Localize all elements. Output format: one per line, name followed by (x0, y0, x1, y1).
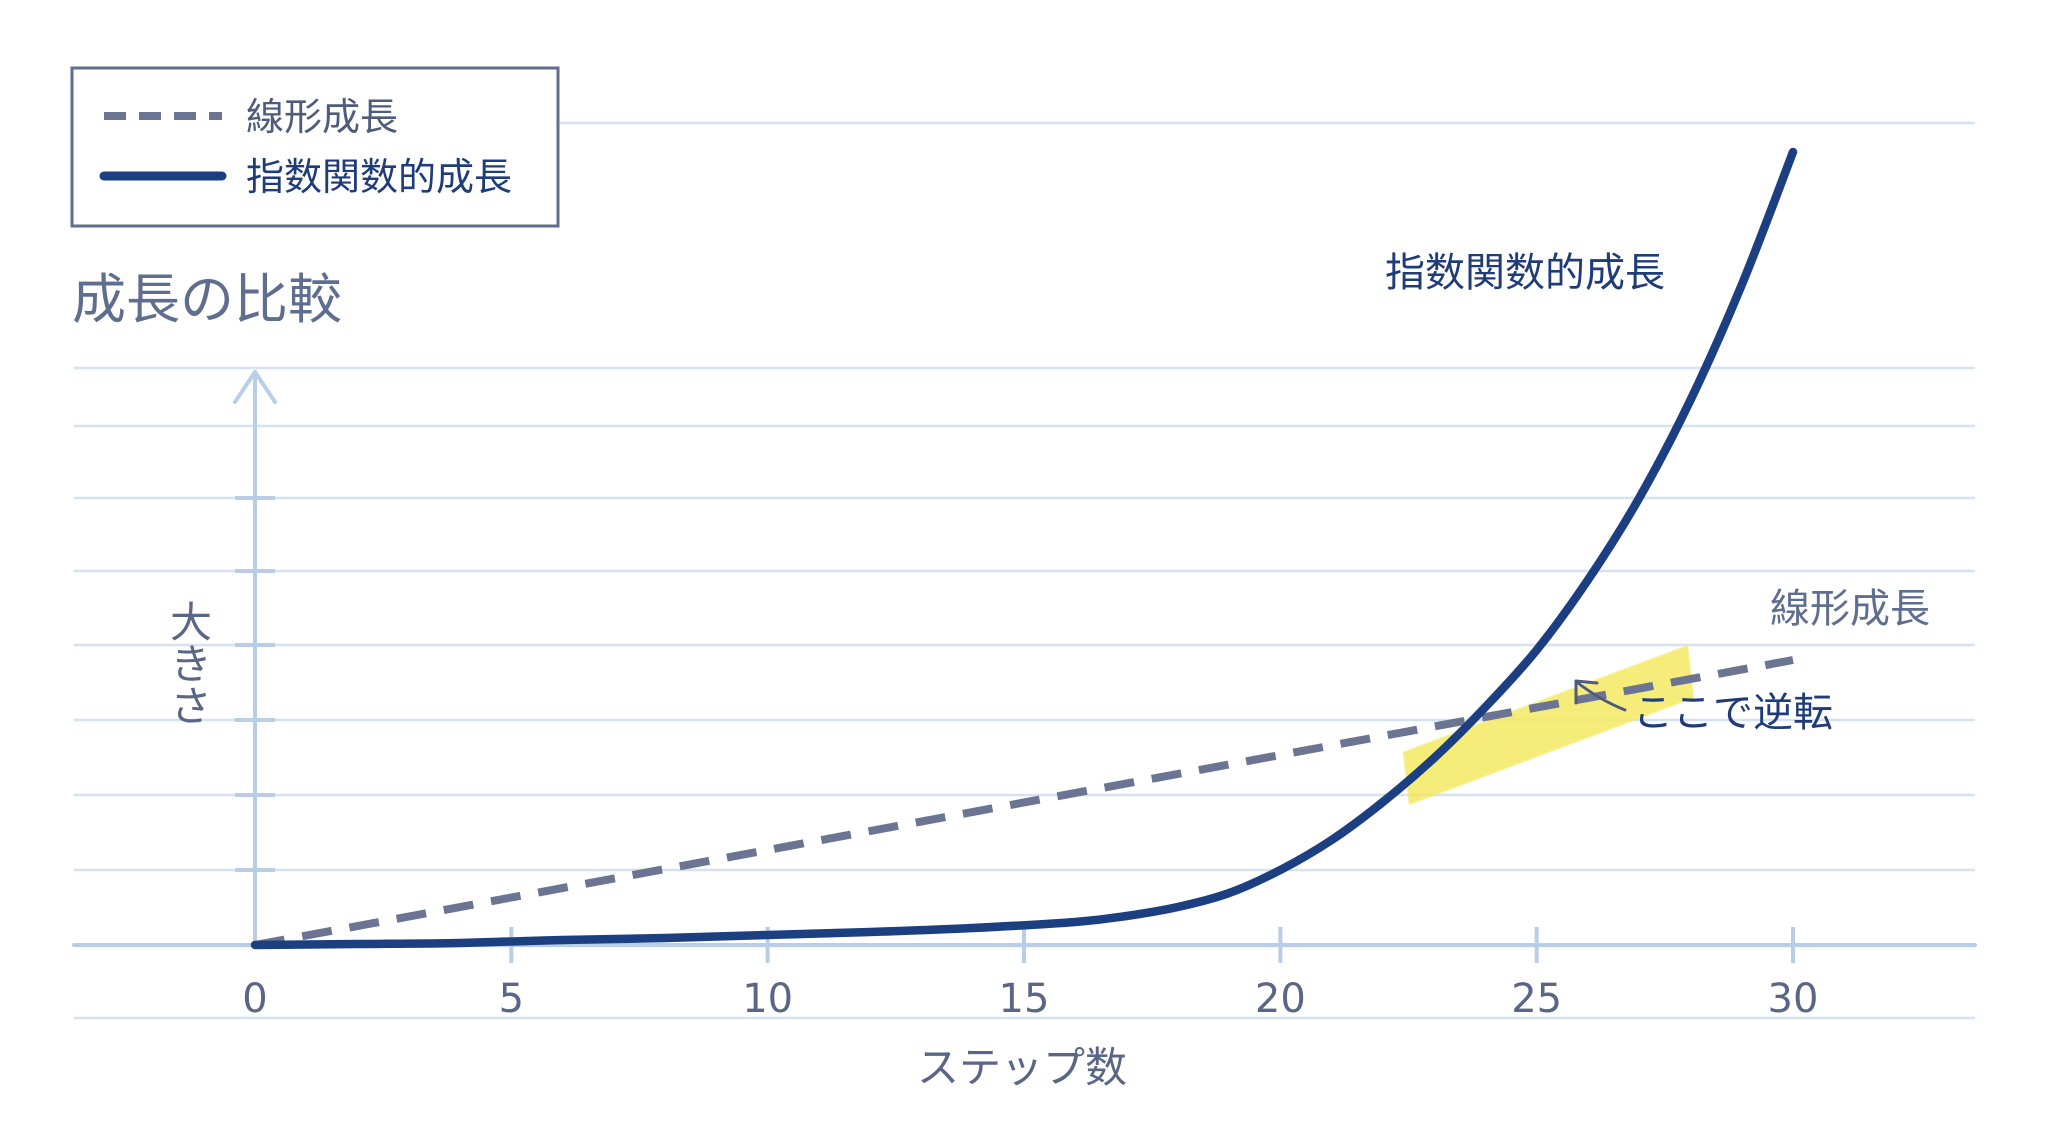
y-axis-arrow-icon (233, 370, 277, 404)
exponential-series-line (250, 147, 1798, 950)
x-tick-label-3: 15 (999, 976, 1050, 1022)
linear-series-line (254, 656, 1794, 949)
highlight-marker (1402, 645, 1694, 805)
crossing-highlight (1402, 645, 1694, 805)
chart-title: 成長の比較 (72, 268, 342, 331)
x-tick-label-2: 10 (742, 976, 793, 1022)
x-axis-title: ステップ数 (917, 1043, 1127, 1092)
linear-series-label: 線形成長 (1770, 586, 1930, 632)
series-layer (250, 147, 1798, 950)
x-tick-label-4: 20 (1255, 976, 1306, 1022)
notebook-rule-lines (74, 121, 1975, 1020)
annotation-arrowhead-icon (1574, 679, 1599, 705)
exponential-series-label: 指数関数的成長 (1385, 250, 1665, 296)
legend-box (70, 66, 560, 228)
x-tick-label-0: 0 (242, 976, 267, 1022)
x-tick-label-6: 30 (1768, 976, 1819, 1022)
annotation-arrow-icon (1576, 681, 1627, 712)
y-axis-title: 大きさ (164, 600, 213, 726)
annotation-text: ここで逆転 (1633, 690, 1833, 736)
x-tick-label-5: 25 (1511, 976, 1562, 1022)
axes: 0 5 10 15 20 25 30 (72, 370, 1977, 1022)
legend-label-exponential: 指数関数的成長 (246, 155, 512, 199)
legend: 線形成長 指数関数的成長 (70, 66, 560, 228)
x-tick-label-1: 5 (499, 976, 524, 1022)
crossover-annotation: ここで逆転 (1574, 679, 1833, 736)
legend-label-linear: 線形成長 (246, 95, 398, 139)
